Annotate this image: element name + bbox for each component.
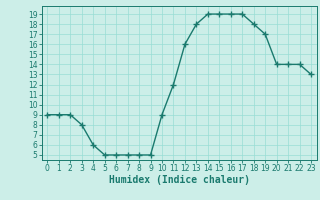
X-axis label: Humidex (Indice chaleur): Humidex (Indice chaleur) (109, 175, 250, 185)
